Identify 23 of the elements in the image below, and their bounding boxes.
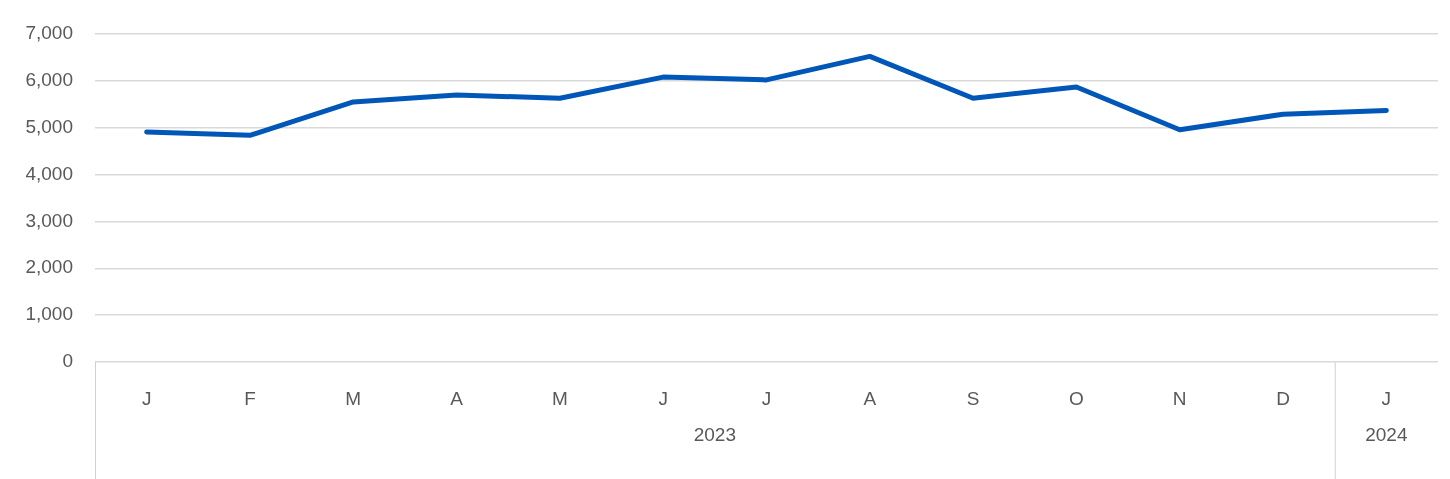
x-tick-label: M: [551, 387, 568, 409]
x-tick-label: J: [761, 387, 772, 409]
y-tick-label: 5,000: [25, 115, 73, 137]
x-tick-label: J: [1381, 387, 1392, 409]
x-tick-label: S: [966, 387, 980, 409]
x-tick-label: A: [863, 387, 877, 409]
text: 2023: [693, 424, 736, 446]
y-tick-label: 7,000: [25, 21, 73, 43]
x-tick-label: F: [244, 387, 256, 409]
y-tick-label: 0: [62, 350, 73, 372]
y-tick-label: 2,000: [25, 256, 73, 278]
y-tick-label: 4,000: [25, 162, 73, 184]
x-tick-label: A: [450, 387, 464, 409]
x-tick-label: J: [141, 387, 152, 409]
y-tick-label: 3,000: [25, 209, 73, 231]
x-tick-label: J: [658, 387, 668, 409]
x-tick-label: M: [345, 387, 362, 409]
x-tick-label: O: [1069, 387, 1084, 409]
x-tick-label: D: [1276, 387, 1290, 409]
y-tick-label: 6,000: [25, 68, 73, 90]
text: 2024: [1365, 424, 1408, 446]
x-tick-label: N: [1172, 387, 1187, 409]
y-tick-label: 1,000: [25, 303, 73, 325]
